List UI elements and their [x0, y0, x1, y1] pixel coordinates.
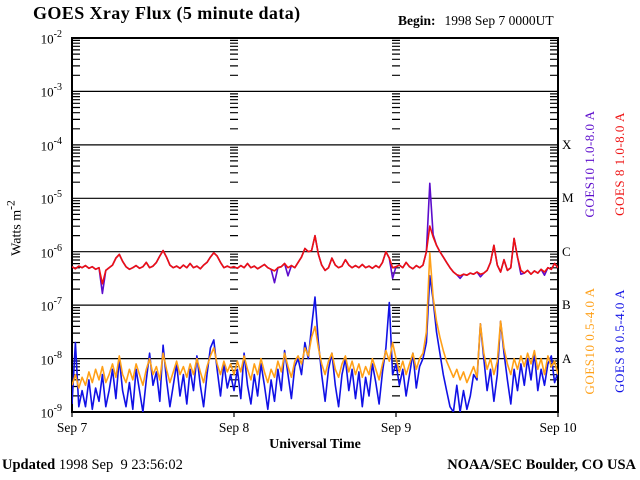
legend-goes-8-0-5-4-0-a: GOES 8 0.5-4.0 A [612, 289, 627, 393]
y-tick-label: 10-4 [40, 135, 62, 154]
legend-goes10-0-5-4-0-a: GOES10 0.5-4.0 A [582, 287, 597, 395]
x-tick-label: Sep 8 [218, 420, 250, 435]
y-tick-label: 10-3 [40, 82, 62, 100]
legend-goes-8-1-0-8-0-a: GOES 8 1.0-8.0 A [612, 112, 627, 216]
trace-goes8_long [72, 225, 558, 285]
plot-title: GOES Xray Flux (5 minute data) [33, 3, 301, 23]
updated-timestamp: Updated 1998 Sep 9 23:56:02 [2, 457, 183, 474]
begin-timestamp: Begin: 1998 Sep 7 0000UT [398, 13, 554, 29]
plot-area [71, 37, 559, 417]
y-tick-label: 10-9 [40, 403, 62, 421]
y-tick-label: 10-2 [40, 29, 62, 47]
trace-goes8_short [72, 275, 558, 412]
y-tick-label: 10-5 [40, 189, 62, 207]
decade-gridlines [72, 90, 558, 360]
begin-label: Begin: [398, 13, 436, 28]
updated-label: Updated [2, 457, 56, 473]
legend-goes10-1-0-8-0-a: GOES10 1.0-8.0 A [582, 110, 597, 218]
y-tick-label: 10-6 [40, 242, 62, 261]
updated-value: 1998 Sep 9 23:56:02 [55, 457, 183, 473]
trace-goes10_short [72, 252, 558, 389]
x-tick-label: Sep 9 [380, 420, 412, 435]
flare-class-label-b: B [562, 297, 571, 313]
y-tick-label: 10-8 [40, 349, 62, 367]
y-tick-label: 10-7 [40, 296, 62, 314]
flare-class-label-x: X [562, 136, 572, 152]
x-tick-label: Sep 7 [56, 420, 88, 435]
flare-class-label-m: M [562, 190, 574, 206]
flare-class-label-c: C [562, 243, 571, 259]
begin-value: 1998 Sep 7 0000UT [444, 13, 554, 28]
x-axis-title: Universal Time [269, 437, 361, 452]
flare-class-label-a: A [562, 350, 572, 366]
agency-credit: NOAA/SEC Boulder, CO USA [447, 457, 636, 473]
plot-border [71, 37, 559, 413]
x-tick-label: Sep 10 [539, 420, 577, 435]
